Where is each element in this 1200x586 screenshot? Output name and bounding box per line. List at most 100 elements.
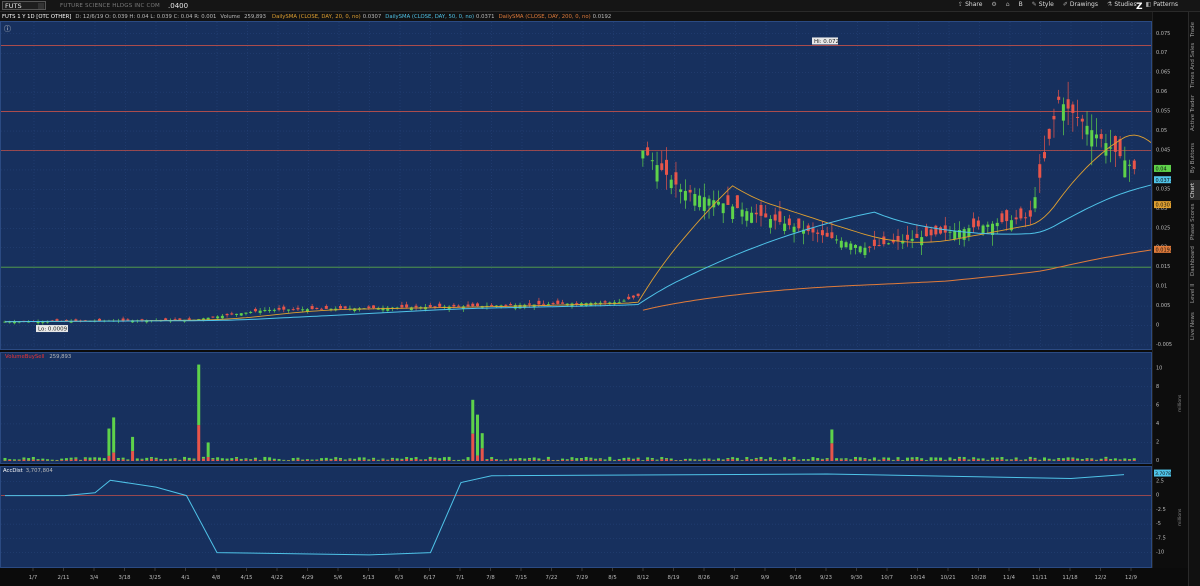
- candle-body: [683, 190, 687, 201]
- volume-bar-buy: [17, 459, 21, 461]
- tab-phase-scores[interactable]: Phase Scores: [1190, 203, 1196, 241]
- toolbar-item-b[interactable]: B: [1019, 1, 1023, 8]
- candle-body: [542, 303, 546, 305]
- volume-bar-sell: [617, 460, 621, 461]
- toolbar-label: Style: [1038, 1, 1054, 8]
- candle-body: [631, 295, 635, 298]
- volume-bar-sell: [1033, 459, 1037, 461]
- volume-bar-buy: [249, 459, 253, 461]
- tab-active-trader[interactable]: Active Trader: [1190, 94, 1196, 132]
- tab-dashboard[interactable]: Dashboard: [1190, 246, 1196, 276]
- volume-bar-buy: [173, 458, 177, 460]
- accdist-panel[interactable]: AccDist 3,707,804: [0, 466, 1152, 568]
- volume-bar-buy: [561, 458, 565, 461]
- volume-bar-sell: [485, 459, 489, 461]
- time-tick-label: 7/29: [576, 575, 588, 581]
- price-chart[interactable]: Hi: 0.072 Lo: 0.0009 ⓘ: [1, 22, 1151, 349]
- volume-bar-buy: [518, 458, 522, 461]
- accdist-last-tag: 3.7078: [1154, 469, 1171, 477]
- chevron-down-icon[interactable]: [38, 3, 44, 9]
- volume-bar-buy: [976, 458, 980, 460]
- volume-bar-buy: [924, 459, 928, 461]
- price-tick-label: 0.055: [1156, 109, 1170, 115]
- volume-bar-buy: [712, 459, 716, 461]
- accdist-chart[interactable]: [1, 467, 1151, 567]
- toolbar-item-studies[interactable]: ⚗ Studies: [1107, 1, 1137, 8]
- tab-chart[interactable]: Chart: [1190, 180, 1200, 200]
- toolbar-item-style[interactable]: ✎ Style: [1032, 1, 1054, 8]
- toolbar-item-lock-icon[interactable]: ⌂: [1006, 1, 1010, 8]
- volume-bar-buy: [1099, 458, 1103, 460]
- candle-body: [282, 306, 286, 310]
- tab-live-news[interactable]: Live News: [1190, 312, 1196, 340]
- candle-body: [556, 300, 560, 304]
- volume-bar-buy: [816, 458, 820, 461]
- price-tick-label: 0.035: [1156, 186, 1170, 192]
- volume-bar-buy: [442, 457, 446, 461]
- toolbar-label: Patterns: [1153, 1, 1178, 8]
- candle-body: [551, 303, 555, 305]
- price-panel[interactable]: Hi: 0.072 Lo: 0.0009 ⓘ: [0, 21, 1152, 350]
- volume-bar-sell: [348, 459, 352, 461]
- volume-bar-sell: [131, 451, 135, 461]
- candle-body: [8, 321, 12, 323]
- volume-bar-buy: [376, 459, 380, 461]
- volume-bar-buy: [608, 456, 612, 461]
- toolbar-item-gear-icon[interactable]: ⚙: [991, 1, 996, 8]
- volume-study-name: VolumeBuySell: [5, 354, 45, 360]
- volume-bar-buy: [93, 457, 97, 460]
- toolbar-label: Studies: [1114, 1, 1137, 8]
- volume-bar-sell: [216, 459, 220, 461]
- volume-bar-sell: [381, 459, 385, 461]
- volume-bar-sell: [183, 459, 187, 461]
- candle-body: [816, 232, 820, 234]
- time-tick-label: 12/9: [1125, 575, 1137, 581]
- volume-chart[interactable]: [1, 353, 1151, 463]
- candle-body: [872, 239, 876, 246]
- time-tick-label: 11/11: [1032, 575, 1047, 581]
- candle-body: [277, 307, 281, 310]
- candle-body: [173, 319, 177, 321]
- volume-panel[interactable]: VolumeBuySell 259,893: [0, 352, 1152, 464]
- tab-level-ii[interactable]: Level II: [1190, 283, 1196, 303]
- symbol-input[interactable]: FUTS: [2, 1, 46, 10]
- sma-study-label[interactable]: DailySMA (CLOSE, DAY, 200, 0, no) 0.0192: [497, 14, 614, 20]
- candle-body: [268, 309, 272, 311]
- sma20-tag-box: [1154, 201, 1171, 209]
- candle-body: [253, 308, 257, 312]
- toolbar-item-drawings[interactable]: ✐ Drawings: [1063, 1, 1098, 8]
- sma-study-label[interactable]: DailySMA (CLOSE, DAY, 20, 0, no) 0.0307: [270, 14, 383, 20]
- volume-bar-sell: [622, 460, 626, 461]
- toolbar-item-share[interactable]: ⇪ Share: [958, 1, 982, 8]
- volume-bar-buy: [991, 457, 995, 460]
- tab-trade[interactable]: Trade: [1190, 21, 1196, 37]
- volume-bar-buy: [8, 459, 12, 460]
- candle-body: [962, 229, 966, 240]
- volume-bar-sell: [981, 460, 985, 461]
- candle-body: [707, 198, 711, 206]
- volume-bar-sell: [509, 460, 513, 461]
- sma-study-label[interactable]: DailySMA (CLOSE, DAY, 50, 0, no) 0.0371: [383, 14, 496, 20]
- volume-bar-buy: [745, 457, 749, 460]
- tab-by-buttons[interactable]: By Buttons: [1190, 142, 1196, 174]
- volume-bar-buy: [499, 459, 503, 461]
- candle-body: [646, 147, 650, 156]
- volume-bar-sell: [1113, 460, 1117, 461]
- toolbar-item-patterns[interactable]: ◧ Patterns: [1146, 1, 1178, 8]
- candle-body: [320, 308, 324, 310]
- volume-bar-buy: [424, 459, 428, 461]
- candle-body: [854, 244, 857, 248]
- candle-body: [64, 319, 68, 322]
- volume-bar-sell: [1118, 460, 1122, 461]
- volume-bar-buy: [159, 458, 163, 461]
- candle-body: [759, 204, 763, 216]
- sma200-tag-box: [1154, 245, 1171, 253]
- volume-bar-sell: [466, 460, 470, 461]
- volume-bar-buy: [509, 458, 513, 461]
- volume-label: Volume: [220, 13, 241, 20]
- volume-bar-buy: [414, 457, 418, 460]
- volume-bar-sell: [896, 459, 900, 461]
- sma-name: DailySMA (CLOSE, DAY, 200, 0, no): [498, 13, 591, 20]
- volume-bar-buy: [768, 457, 772, 460]
- tab-times-and-sales[interactable]: Times And Sales: [1190, 42, 1196, 88]
